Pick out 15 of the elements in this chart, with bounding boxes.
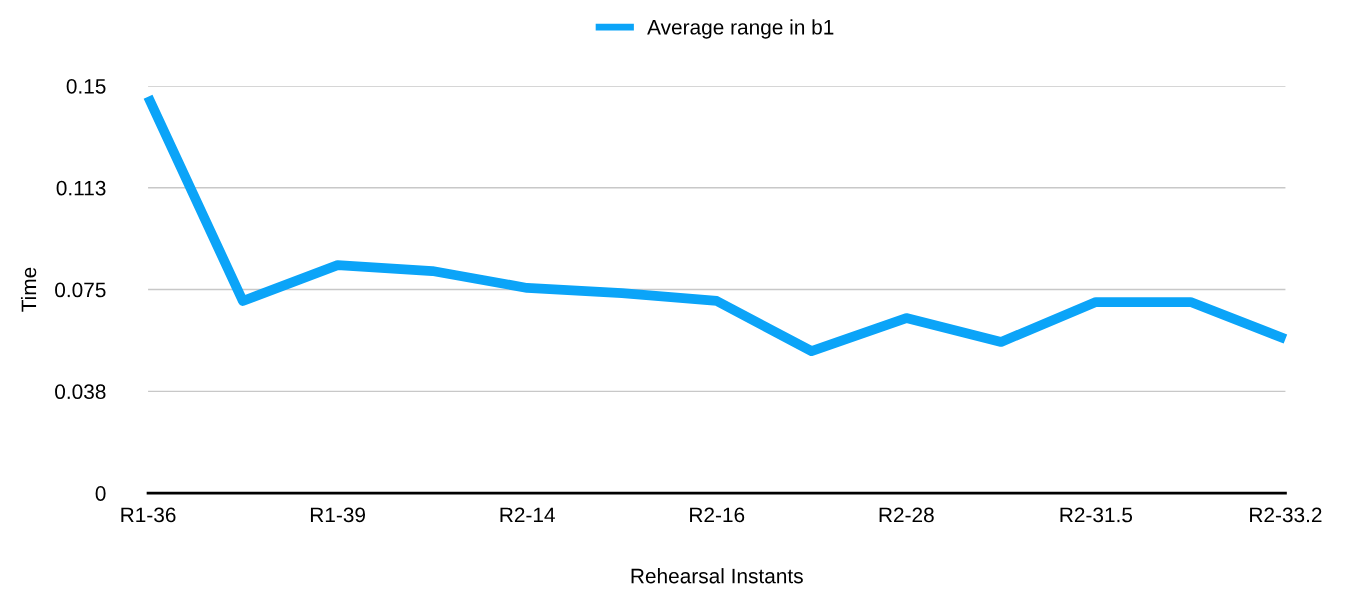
x-tick-label: R1-39 (310, 507, 366, 523)
legend-label: Average range in b1 (647, 19, 834, 39)
x-tick-label: R2-16 (690, 507, 745, 523)
x-tick-label: R2-14 (500, 507, 555, 523)
y-tick-label: 0 (95, 486, 106, 501)
x-axis-title: Rehearsal Instants (631, 568, 803, 584)
x-tick-label: R2-28 (879, 507, 934, 523)
y-tick-label: 0.15 (66, 78, 106, 94)
x-tick-label: R2-31.5 (1060, 507, 1133, 523)
y-tick-label: 0.075 (55, 282, 106, 298)
y-tick-label: 0.113 (56, 180, 106, 196)
y-tick-label: 0.038 (55, 384, 106, 400)
x-tick-label: R2-33.2 (1250, 507, 1322, 523)
x-tick-label: R1-36 (121, 507, 176, 523)
y-axis-title: Time (20, 267, 37, 312)
